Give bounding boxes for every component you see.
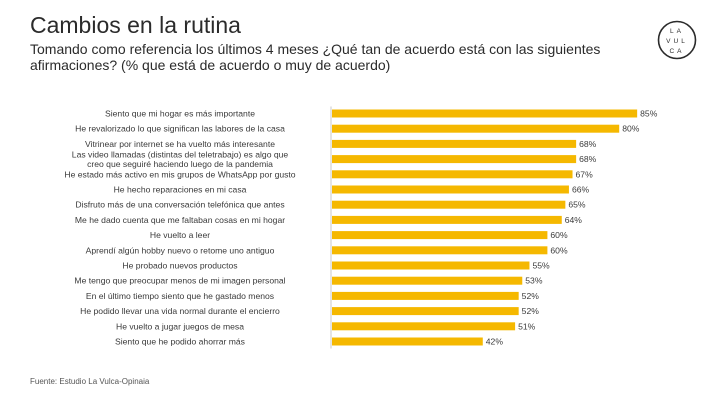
svg-text:VUL: VUL — [666, 38, 688, 45]
category-label: Siento que mi hogar es más importante — [105, 109, 255, 119]
bar — [332, 246, 548, 255]
category-label: He probado nuevos productos — [122, 261, 237, 271]
category-label: He estado más activo en mis grupos de Wh… — [64, 169, 295, 179]
value-label: 55% — [532, 261, 550, 271]
bar — [332, 276, 523, 285]
category-label: He revalorizado lo que significan las la… — [75, 124, 285, 134]
value-label: 67% — [576, 169, 594, 179]
category-label: Las video llamadas (distintas del teletr… — [72, 150, 289, 170]
value-label: 66% — [572, 185, 590, 195]
value-label: 60% — [550, 245, 568, 255]
bar — [332, 322, 516, 331]
svg-text:CA: CA — [669, 48, 684, 55]
value-label: 42% — [486, 337, 504, 347]
bar — [332, 124, 620, 133]
category-label: Disfruto más de una conversación telefón… — [75, 200, 284, 210]
category-label: Aprendí algún hobby nuevo o retome uno a… — [86, 245, 275, 255]
bar — [332, 170, 573, 179]
bar — [332, 231, 548, 240]
source-note: Fuente: Estudio La Vulca-Opinaia — [30, 377, 150, 386]
category-label: He hecho reparaciones en mi casa — [114, 185, 247, 195]
svg-text:LA: LA — [670, 28, 684, 35]
value-label: 80% — [622, 124, 640, 134]
bar — [332, 291, 519, 300]
value-label: 53% — [525, 276, 543, 286]
value-label: 52% — [522, 291, 540, 301]
bar — [332, 215, 562, 224]
value-label: 68% — [579, 139, 597, 149]
category-label: Siento que he podido ahorrar más — [115, 337, 245, 347]
bar — [332, 185, 569, 194]
value-label: 65% — [568, 200, 586, 210]
bar — [332, 155, 577, 164]
value-label: 52% — [522, 306, 540, 316]
la-vulca-logo: LA VUL CA — [657, 20, 697, 60]
value-label: 51% — [518, 321, 536, 331]
category-label: En el último tiempo siento que he gastad… — [86, 291, 274, 301]
category-label: Me tengo que preocupar menos de mi image… — [74, 276, 285, 286]
category-label: He vuelto a jugar juegos de mesa — [116, 321, 244, 331]
category-label: Vitrinear por internet se ha vuelto más … — [85, 139, 275, 149]
value-label: 85% — [640, 109, 658, 119]
bar — [332, 109, 638, 118]
bar — [332, 139, 577, 148]
bar — [332, 307, 519, 316]
bar — [332, 337, 483, 346]
value-label: 64% — [565, 215, 583, 225]
category-label: Me he dado cuenta que me faltaban cosas … — [75, 215, 285, 225]
page-title: Cambios en la rutina — [30, 12, 241, 38]
bar — [332, 261, 530, 270]
value-label: 68% — [579, 154, 597, 164]
page-subtitle: Tomando como referencia los últimos 4 me… — [30, 41, 601, 73]
category-label: He podido llevar una vida normal durante… — [80, 306, 280, 316]
bar — [332, 200, 566, 209]
value-label: 60% — [550, 230, 568, 240]
category-label: He vuelto a leer — [150, 230, 210, 240]
